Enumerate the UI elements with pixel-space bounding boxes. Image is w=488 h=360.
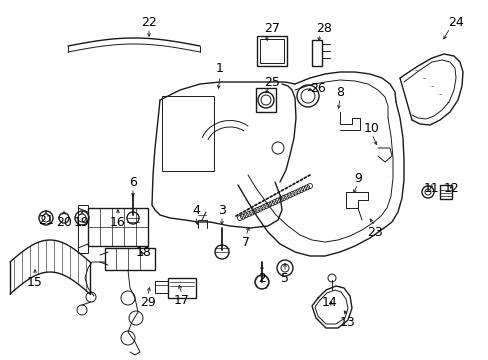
Bar: [439, 185, 451, 199]
Text: 22: 22: [141, 15, 157, 28]
Text: 7: 7: [242, 235, 249, 248]
Bar: [155, 281, 168, 293]
Text: 24: 24: [447, 15, 463, 28]
Text: 10: 10: [364, 122, 379, 135]
Text: 4: 4: [192, 203, 200, 216]
Text: 1: 1: [216, 62, 224, 75]
Text: 29: 29: [140, 296, 156, 309]
Text: 20: 20: [56, 216, 72, 229]
Text: 23: 23: [366, 225, 382, 238]
Bar: [162, 96, 214, 171]
Text: 27: 27: [264, 22, 279, 35]
Text: 21: 21: [38, 213, 54, 226]
Text: 26: 26: [309, 81, 325, 94]
Bar: [311, 40, 321, 66]
Bar: [257, 36, 286, 66]
Text: 6: 6: [129, 175, 137, 189]
Text: 19: 19: [74, 216, 90, 229]
Text: 18: 18: [136, 246, 152, 258]
Bar: [105, 248, 155, 270]
Bar: [260, 39, 284, 63]
Text: 13: 13: [340, 315, 355, 328]
Bar: [256, 88, 275, 112]
Text: 2: 2: [258, 271, 265, 284]
Bar: [78, 205, 88, 253]
Text: 17: 17: [174, 293, 189, 306]
Bar: [88, 208, 148, 246]
Text: 5: 5: [281, 271, 288, 284]
Text: 8: 8: [335, 85, 343, 99]
Text: 11: 11: [423, 181, 439, 194]
Text: 3: 3: [218, 203, 225, 216]
Bar: [168, 278, 196, 298]
Text: 14: 14: [322, 296, 337, 309]
Text: 16: 16: [110, 216, 125, 229]
Text: 12: 12: [443, 181, 459, 194]
Text: 28: 28: [315, 22, 331, 35]
Text: 9: 9: [353, 171, 361, 184]
Text: 25: 25: [264, 76, 279, 89]
Text: 15: 15: [27, 275, 43, 288]
